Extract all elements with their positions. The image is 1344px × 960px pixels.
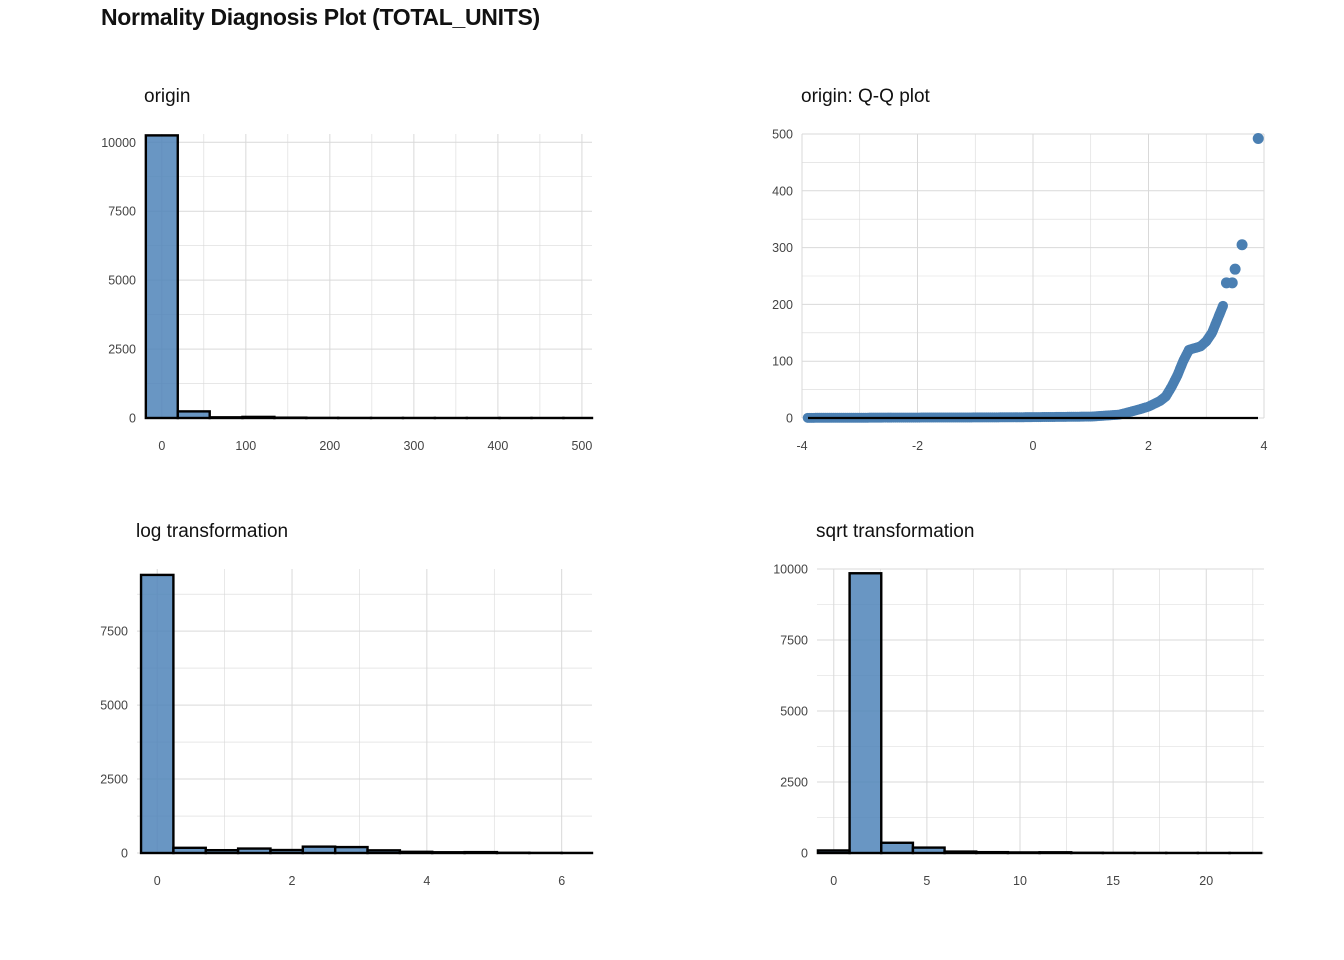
x-tick-label: 2 — [289, 874, 296, 888]
histogram-bar — [208, 416, 244, 420]
x-tick-label: 500 — [571, 439, 592, 453]
y-tick-label: 2500 — [108, 343, 136, 357]
x-tick-label: 0 — [154, 874, 161, 888]
y-tick-label: 2500 — [100, 773, 128, 787]
histogram-log: 0 2 4 6 0 2500 5000 7500 — [100, 569, 594, 888]
histogram-sqrt: 0 5 10 15 20 0 2500 5000 7500 10000 — [773, 563, 1264, 888]
page-title: Normality Diagnosis Plot (TOTAL_UNITS) — [101, 4, 540, 30]
panel-title-log: log transformation — [136, 521, 289, 542]
y-tick-label: 5000 — [780, 705, 808, 719]
histogram-bar — [333, 845, 369, 855]
histogram-bar — [975, 850, 1010, 855]
x-tick-label: 0 — [158, 439, 165, 453]
panel-title-sqrt: sqrt transformation — [816, 521, 975, 542]
y-tick-label: 400 — [772, 184, 793, 198]
qq-point — [1229, 263, 1241, 275]
qq-point — [1236, 239, 1248, 251]
y-tick-label: 300 — [772, 241, 793, 255]
y-tick-label: 7500 — [100, 625, 128, 639]
histogram-bar — [139, 573, 175, 855]
histogram-bar — [236, 847, 272, 855]
histogram-bar — [1038, 851, 1073, 855]
qq-point — [1217, 300, 1228, 311]
x-tick-label: 5 — [923, 874, 930, 888]
histogram-bar — [301, 845, 337, 855]
x-tick-label: 6 — [558, 874, 565, 888]
histogram-bar — [943, 850, 978, 855]
histogram-bar — [398, 850, 434, 855]
histogram-bar — [880, 841, 915, 855]
histogram-bar — [816, 849, 851, 855]
histogram-bar — [848, 572, 883, 855]
histogram-bar — [176, 410, 211, 420]
x-tick-label: 10 — [1013, 874, 1027, 888]
histogram-bar — [463, 850, 499, 855]
x-tick-label: 20 — [1199, 874, 1213, 888]
histogram-bar — [431, 851, 466, 855]
y-tick-label: 500 — [772, 128, 793, 142]
y-tick-label: 0 — [786, 412, 793, 426]
histogram-bar — [366, 849, 402, 855]
y-tick-label: 5000 — [100, 699, 128, 713]
x-tick-label: 2 — [1145, 439, 1152, 453]
y-tick-label: 0 — [129, 412, 136, 426]
x-tick-label: 100 — [235, 439, 256, 453]
histogram-bar — [241, 415, 276, 420]
y-tick-label: 100 — [772, 355, 793, 369]
x-tick-label: 200 — [319, 439, 340, 453]
x-tick-label: 300 — [403, 439, 424, 453]
histogram-bar — [172, 846, 207, 855]
y-tick-label: 10000 — [773, 563, 808, 577]
y-tick-label: 0 — [121, 847, 128, 861]
qq-point — [1226, 277, 1238, 289]
histogram-bar — [1006, 851, 1041, 855]
qq-plot-origin: -4 -2 0 2 4 0 100 200 300 400 500 — [772, 128, 1267, 454]
histogram-bar — [911, 846, 946, 855]
x-tick-label: 4 — [423, 874, 430, 888]
histogram-bar — [269, 848, 305, 855]
x-tick-label: 4 — [1261, 439, 1268, 453]
y-tick-label: 7500 — [108, 205, 136, 219]
panel-title-qq: origin: Q-Q plot — [801, 86, 930, 107]
y-tick-label: 5000 — [108, 274, 136, 288]
x-tick-label: -2 — [912, 439, 923, 453]
y-tick-label: 200 — [772, 298, 793, 312]
histogram-bar — [144, 134, 179, 420]
y-tick-label: 7500 — [780, 634, 808, 648]
y-tick-label: 10000 — [101, 136, 136, 150]
x-tick-label: -4 — [796, 439, 807, 453]
histogram-bar — [204, 848, 240, 855]
qq-point — [1252, 133, 1264, 145]
x-tick-label: 400 — [487, 439, 508, 453]
x-tick-label: 0 — [830, 874, 837, 888]
x-tick-label: 0 — [1030, 439, 1037, 453]
x-tick-label: 15 — [1106, 874, 1120, 888]
y-tick-label: 0 — [801, 847, 808, 861]
panel-title-origin: origin — [144, 86, 191, 107]
y-tick-label: 2500 — [780, 776, 808, 790]
